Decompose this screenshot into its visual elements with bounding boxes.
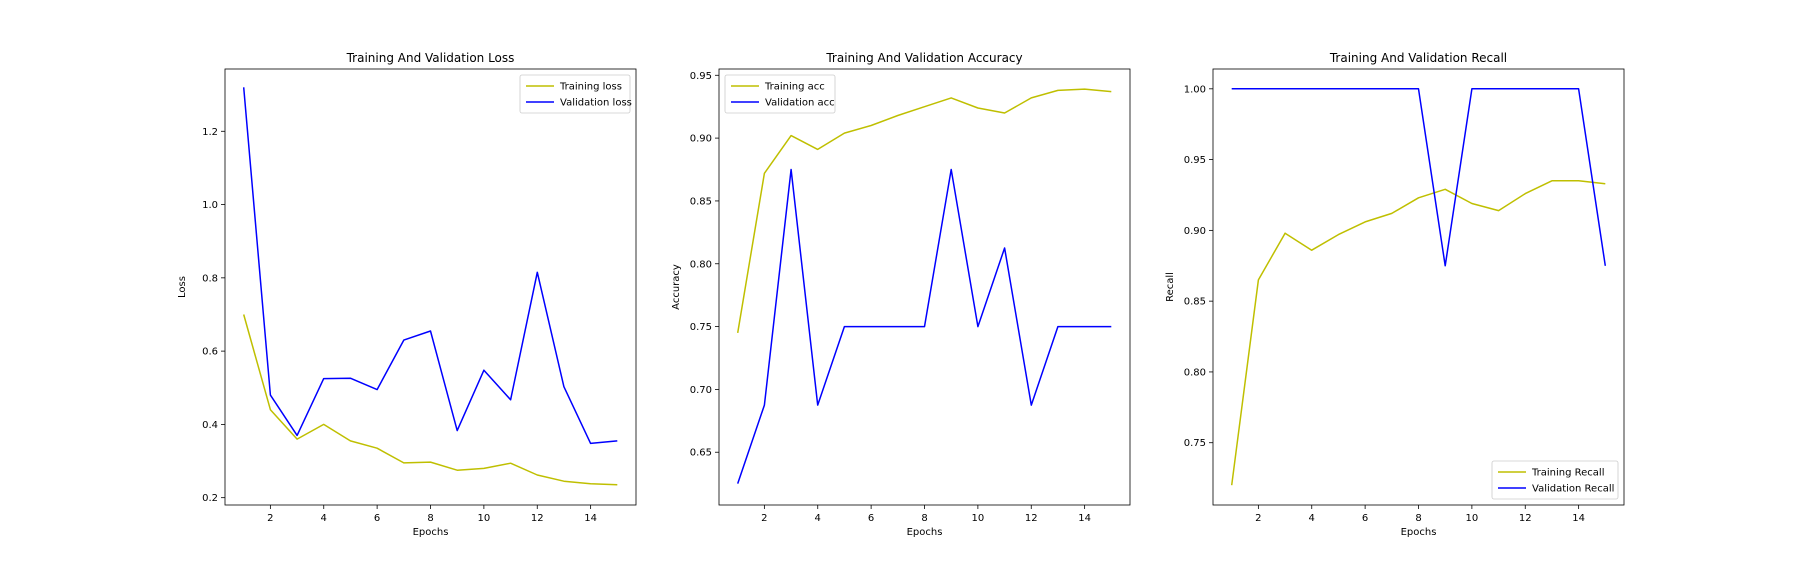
y-tick-label: 0.75 xyxy=(1184,438,1206,449)
x-tick-label: 12 xyxy=(531,513,544,524)
chart-panel-3: Training And Validation Recall 2 4 6 8 10 12 14… xyxy=(1165,51,1625,538)
x-tick-label: 10 xyxy=(972,513,985,524)
y-axis-label: Recall xyxy=(1165,272,1176,302)
y-tick-label: 0.95 xyxy=(690,71,712,82)
chart-title: Training And Validation Loss xyxy=(346,51,515,65)
x-tick-label: 10 xyxy=(478,513,491,524)
y-tick-label: 0.90 xyxy=(690,134,712,145)
series-line-validation xyxy=(736,168,1112,484)
x-tick-label: 8 xyxy=(427,513,433,524)
x-tick-label: 8 xyxy=(1415,513,1421,524)
x-tick-label: 6 xyxy=(374,513,380,524)
series-line-training xyxy=(242,314,618,486)
y-tick-label: 0.80 xyxy=(1184,367,1206,378)
legend: Training loss Validation loss xyxy=(519,74,632,114)
legend-label: Validation acc xyxy=(765,98,835,109)
y-tick-label: 1.0 xyxy=(202,200,218,211)
x-tick-label: 14 xyxy=(584,513,597,524)
x-axis-label: Epochs xyxy=(907,527,943,538)
axes-frame xyxy=(718,68,1131,506)
y-tick-label: 1.00 xyxy=(1184,84,1206,95)
x-axis-label: Epochs xyxy=(1401,527,1437,538)
y-tick-label: 0.6 xyxy=(202,347,218,358)
y-tick-label: 1.2 xyxy=(202,127,218,138)
legend-label: Training acc xyxy=(764,82,825,93)
legend: Training acc Validation acc xyxy=(724,74,836,114)
y-tick-label: 0.70 xyxy=(690,385,712,396)
x-tick-label: 14 xyxy=(1572,513,1585,524)
chart-panel-1: Training And Validation Loss 2 4 6 8 10 12 14 0.… xyxy=(177,51,637,538)
series-line-training xyxy=(736,88,1112,334)
x-tick-label: 4 xyxy=(1309,513,1315,524)
legend-label: Training loss xyxy=(559,82,622,93)
y-axis-label: Loss xyxy=(177,276,188,298)
x-tick-label: 8 xyxy=(921,513,927,524)
axes-frame xyxy=(224,68,637,506)
x-tick-label: 2 xyxy=(761,513,767,524)
x-tick-label: 10 xyxy=(1466,513,1479,524)
y-tick-label: 0.8 xyxy=(202,273,218,284)
y-tick-label: 0.2 xyxy=(202,493,218,504)
y-tick-label: 0.95 xyxy=(1184,155,1206,166)
series-line-validation xyxy=(1231,88,1607,267)
x-tick-label: 4 xyxy=(815,513,821,524)
y-axis-label: Accuracy xyxy=(671,264,682,310)
x-tick-label: 2 xyxy=(267,513,273,524)
y-tick-label: 0.4 xyxy=(202,420,218,431)
x-tick-label: 2 xyxy=(1255,513,1261,524)
chart-panel-2: Training And Validation Accuracy 2 4 6 8 10 12… xyxy=(671,51,1131,538)
x-tick-label: 6 xyxy=(1362,513,1368,524)
x-tick-label: 4 xyxy=(321,513,327,524)
y-tick-label: 0.80 xyxy=(690,259,712,270)
legend: Training Recall Validation Recall xyxy=(1491,460,1619,500)
x-axis-label: Epochs xyxy=(413,527,449,538)
legend-label: Validation Recall xyxy=(1532,484,1614,495)
x-tick-label: 14 xyxy=(1078,513,1091,524)
legend-label: Validation loss xyxy=(560,98,632,109)
x-tick-label: 12 xyxy=(1025,513,1038,524)
legend-box xyxy=(519,74,631,114)
y-tick-label: 0.65 xyxy=(690,448,712,459)
y-tick-label: 0.90 xyxy=(1184,226,1206,237)
series-line-training xyxy=(1230,180,1606,486)
legend-box xyxy=(724,74,836,114)
chart-title: Training And Validation Accuracy xyxy=(825,51,1022,65)
y-tick-label: 0.85 xyxy=(690,196,712,207)
series-line-validation xyxy=(242,87,618,445)
legend-box xyxy=(1491,460,1619,500)
chart-title: Training And Validation Recall xyxy=(1329,51,1507,65)
x-tick-label: 6 xyxy=(868,513,874,524)
y-tick-label: 0.85 xyxy=(1184,297,1206,308)
x-tick-label: 12 xyxy=(1519,513,1532,524)
y-tick-label: 0.75 xyxy=(690,322,712,333)
axes-frame xyxy=(1212,68,1625,506)
legend-label: Training Recall xyxy=(1531,468,1604,479)
